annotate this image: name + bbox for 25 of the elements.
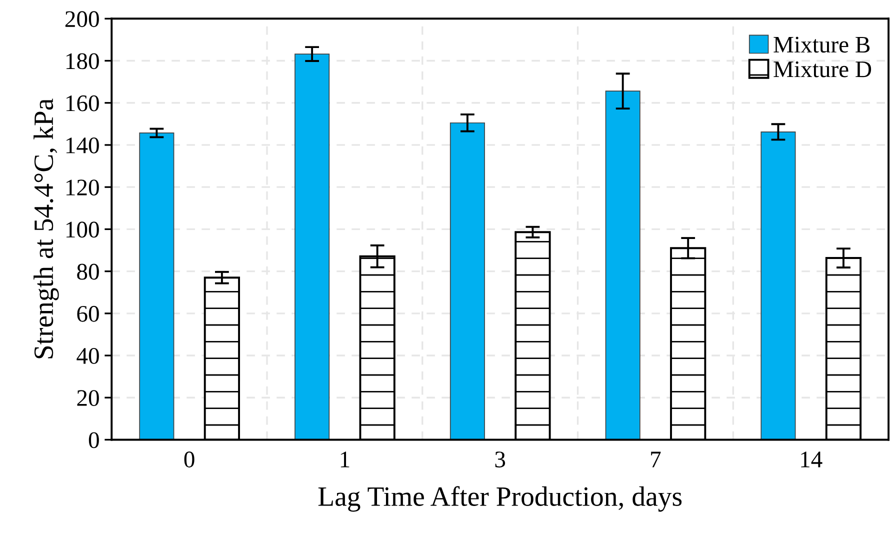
y-tick-label: 200 xyxy=(65,11,99,28)
y-tick-label: 180 xyxy=(66,53,99,70)
y-tick-label: 60 xyxy=(77,306,99,322)
x-tick-label: 7 xyxy=(651,452,661,468)
x-tick-label: 3 xyxy=(495,452,506,468)
x-tick-label: 1 xyxy=(340,452,350,468)
y-tick-label: 40 xyxy=(76,348,99,364)
bar xyxy=(760,132,796,440)
x-axis-title: Lag Time After Production, days xyxy=(318,486,682,512)
bar xyxy=(294,54,330,440)
y-tick-label: 160 xyxy=(66,95,99,112)
y-tick-label: 100 xyxy=(66,222,99,238)
y-tick-label: 80 xyxy=(77,264,99,280)
legend-label: Mixture B xyxy=(774,36,870,53)
y-tick-label: 0 xyxy=(88,432,99,448)
bar xyxy=(139,132,174,440)
y-tick-label: 20 xyxy=(77,390,99,406)
y-tick-label: 140 xyxy=(66,137,99,154)
bar xyxy=(605,90,640,440)
legend-label: Mixture D xyxy=(774,61,872,78)
y-axis-title: Strength at 54.4°C, kPa xyxy=(34,98,59,358)
y-tick-label: 120 xyxy=(66,180,99,196)
x-tick-label: 14 xyxy=(801,452,822,468)
bar xyxy=(450,122,485,440)
x-tick-label: 0 xyxy=(184,452,194,468)
